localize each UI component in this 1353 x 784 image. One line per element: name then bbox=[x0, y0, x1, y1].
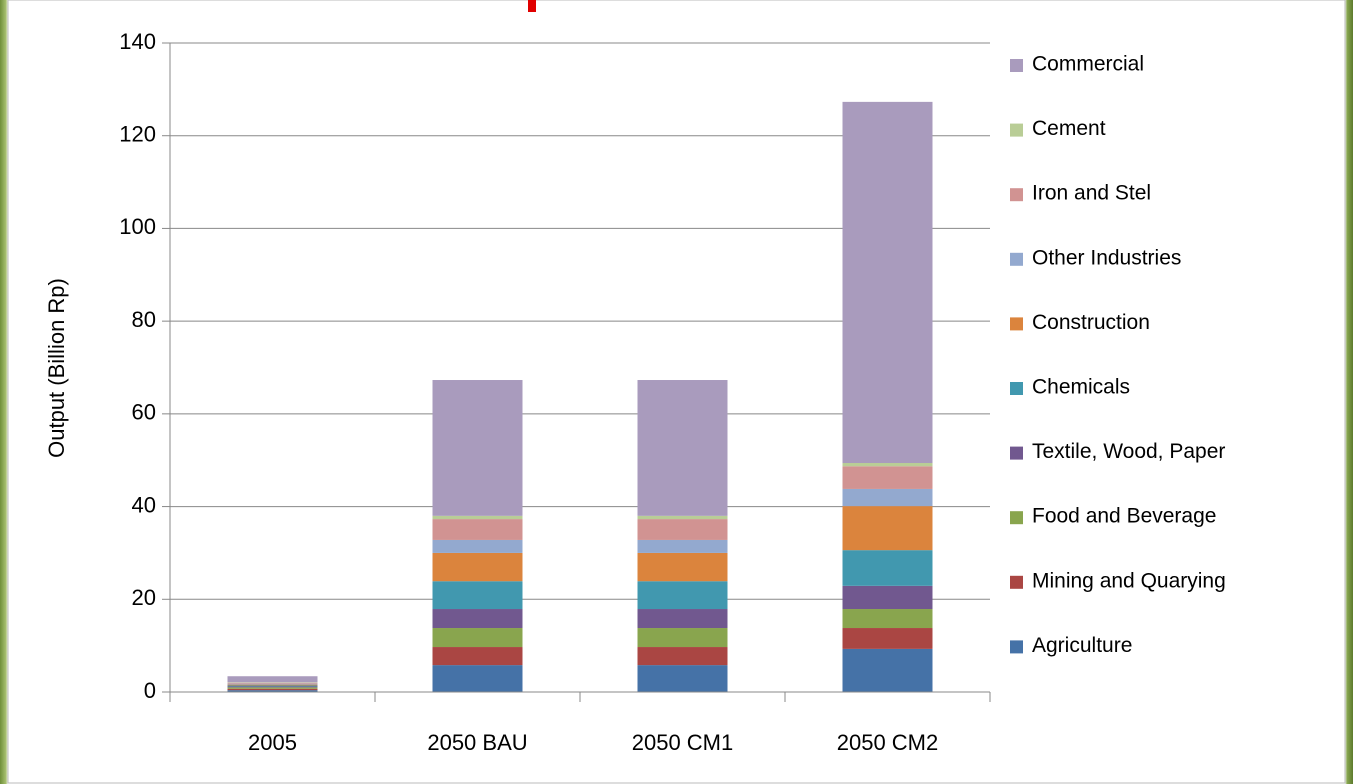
y-tick-label: 40 bbox=[132, 492, 156, 517]
bar-segment bbox=[228, 686, 318, 687]
legend-swatch bbox=[1010, 188, 1023, 201]
bar-segment bbox=[433, 647, 523, 665]
marker bbox=[528, 0, 536, 12]
bar-segment bbox=[433, 628, 523, 647]
legend-swatch bbox=[1010, 59, 1023, 72]
legend-swatch bbox=[1010, 511, 1023, 524]
legend-swatch bbox=[1010, 576, 1023, 589]
y-tick-label: 100 bbox=[119, 214, 156, 239]
bar-segment bbox=[638, 553, 728, 581]
bar-segment bbox=[638, 609, 728, 628]
bar-segment bbox=[228, 684, 318, 685]
legend-label: Commercial bbox=[1032, 53, 1144, 76]
y-tick-label: 80 bbox=[132, 307, 156, 332]
bar-segment bbox=[433, 519, 523, 540]
bar-segment bbox=[433, 665, 523, 692]
legend-label: Textile, Wood, Paper bbox=[1032, 440, 1225, 463]
y-tick-label: 140 bbox=[119, 29, 156, 54]
x-tick-label: 2050 BAU bbox=[427, 730, 527, 755]
bar-segment bbox=[228, 683, 318, 684]
bar-segment bbox=[843, 586, 933, 609]
bar-segment bbox=[433, 609, 523, 628]
page: {"chart_data": {"type": "stacked_bar", "… bbox=[0, 0, 1353, 784]
x-tick-label: 2050 CM2 bbox=[837, 730, 939, 755]
legend-swatch bbox=[1010, 447, 1023, 460]
bar-segment bbox=[843, 506, 933, 550]
bar-segment bbox=[843, 628, 933, 649]
y-axis-label: Output (Billion Rp) bbox=[44, 278, 69, 458]
y-tick-label: 20 bbox=[132, 585, 156, 610]
bar-segment bbox=[433, 581, 523, 609]
legend-label: Chemicals bbox=[1032, 376, 1130, 399]
legend-label: Mining and Quarying bbox=[1032, 569, 1226, 592]
bar-segment bbox=[433, 516, 523, 519]
legend-swatch bbox=[1010, 640, 1023, 653]
bar-segment bbox=[433, 540, 523, 553]
bar-segment bbox=[638, 647, 728, 665]
bar-segment bbox=[843, 102, 933, 463]
x-tick-label: 2005 bbox=[248, 730, 297, 755]
legend-label: Iron and Stel bbox=[1032, 182, 1151, 205]
bar-segment bbox=[638, 516, 728, 519]
legend-label: Cement bbox=[1032, 117, 1106, 140]
bar-segment bbox=[638, 540, 728, 553]
y-tick-label: 120 bbox=[119, 122, 156, 147]
y-tick-label: 60 bbox=[132, 400, 156, 425]
bar-segment bbox=[843, 463, 933, 466]
legend-label: Food and Beverage bbox=[1032, 505, 1216, 528]
bar-segment bbox=[638, 581, 728, 609]
legend-swatch bbox=[1010, 382, 1023, 395]
legend-swatch bbox=[1010, 253, 1023, 266]
bar-segment bbox=[228, 685, 318, 686]
bar-segment bbox=[843, 466, 933, 489]
bar-segment bbox=[228, 686, 318, 687]
chart: Output (Billion Rp) 0 20 40 60 80 100 120 140 20… bbox=[0, 0, 1353, 784]
x-tick-label: 2050 CM1 bbox=[632, 730, 734, 755]
bar-segment bbox=[843, 609, 933, 628]
legend-swatch bbox=[1010, 124, 1023, 137]
legend-label: Agriculture bbox=[1032, 634, 1132, 657]
bar-segment bbox=[433, 380, 523, 516]
bar-segment bbox=[843, 649, 933, 692]
bar-segment bbox=[638, 380, 728, 516]
bar-segment bbox=[228, 689, 318, 690]
bar-segment bbox=[228, 676, 318, 682]
bar-segment bbox=[638, 665, 728, 692]
y-tick-label: 0 bbox=[144, 678, 156, 703]
bar-segment bbox=[638, 519, 728, 540]
bar-segment bbox=[843, 550, 933, 586]
legend-label: Other Industries bbox=[1032, 246, 1181, 269]
bar-segment bbox=[843, 489, 933, 506]
bar-segment bbox=[433, 553, 523, 581]
legend-swatch bbox=[1010, 317, 1023, 330]
legend-label: Construction bbox=[1032, 311, 1150, 334]
bar-segment bbox=[638, 628, 728, 647]
bar-segment bbox=[228, 687, 318, 688]
